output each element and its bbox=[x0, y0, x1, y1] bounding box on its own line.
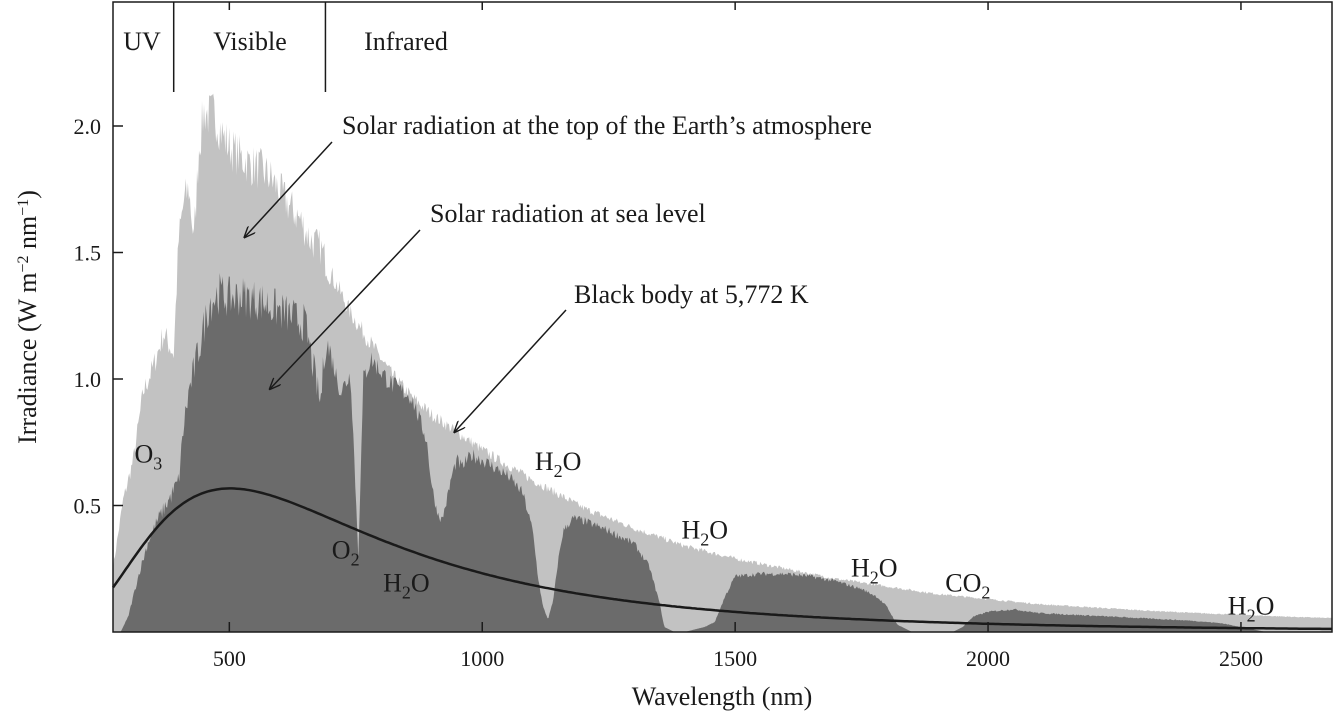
y-tick-label: 0.5 bbox=[74, 494, 102, 519]
spectral-regions: UV Visible Infrared bbox=[123, 2, 448, 92]
absorption-label-sub: 2 bbox=[402, 583, 411, 603]
absorption-label-sub: 2 bbox=[870, 567, 879, 587]
absorption-label-base: H bbox=[851, 553, 870, 582]
annotation-arrow bbox=[454, 309, 567, 432]
y-tick-label: 2.0 bbox=[74, 114, 102, 139]
plot-frame bbox=[112, 1, 1333, 633]
x-tick-label: 1500 bbox=[713, 646, 757, 671]
absorption-label-base: H bbox=[535, 447, 554, 476]
plot-border bbox=[112, 1, 1333, 633]
absorption-label-base: H bbox=[682, 515, 701, 544]
absorption-label-base: O bbox=[332, 536, 351, 565]
annotations: Solar radiation at the top of the Earth’… bbox=[245, 111, 872, 432]
absorption-label-base: O bbox=[135, 439, 154, 468]
absorption-label-post: O bbox=[879, 553, 898, 582]
y-axis-title-exp1: −2 bbox=[15, 256, 32, 273]
absorption-label-sub: 3 bbox=[153, 453, 162, 473]
absorption-label: H2O bbox=[1228, 591, 1275, 625]
absorption-label-sub: 2 bbox=[700, 529, 709, 549]
y-axis-title-mid: nm bbox=[13, 216, 42, 256]
axes: 500 1000 1500 2000 2500 0.5 1.0 1.5 2.0 bbox=[74, 2, 1263, 671]
annotation-label: Solar radiation at sea level bbox=[430, 199, 706, 228]
absorption-label: H2O bbox=[383, 569, 430, 603]
absorption-label-post: O bbox=[709, 515, 728, 544]
x-tick-label: 500 bbox=[213, 646, 246, 671]
absorption-label: H2O bbox=[851, 553, 898, 587]
absorption-label-post: O bbox=[563, 447, 582, 476]
absorption-label: O3 bbox=[135, 439, 163, 473]
absorption-label-sub: 2 bbox=[1247, 605, 1256, 625]
plot-area bbox=[111, 93, 1333, 633]
annotation-arrow bbox=[245, 141, 333, 237]
x-tick-label: 2500 bbox=[1219, 646, 1263, 671]
absorption-label-post: O bbox=[1256, 591, 1275, 620]
annotation-arrow bbox=[270, 229, 421, 389]
y-axis-title: Irradiance (W m−2 nm−1) bbox=[13, 190, 42, 444]
absorption-label-sub: 2 bbox=[981, 583, 990, 603]
absorption-label: O2 bbox=[332, 536, 360, 570]
absorption-label-post: O bbox=[411, 569, 430, 598]
y-axis-title-post: ) bbox=[13, 190, 42, 199]
y-tick-label: 1.0 bbox=[74, 367, 102, 392]
y-axis-title-exp2: −1 bbox=[15, 199, 32, 216]
x-tick-label: 1000 bbox=[460, 646, 504, 671]
absorption-label-base: H bbox=[383, 569, 402, 598]
annotation-label: Solar radiation at the top of the Earth’… bbox=[342, 111, 872, 140]
absorption-label: H2O bbox=[682, 515, 729, 549]
absorption-label: H2O bbox=[535, 447, 582, 481]
series-blackbody-line bbox=[111, 487, 1332, 631]
y-axis-title-pre: Irradiance (W m bbox=[13, 273, 42, 444]
series-sea-level-area bbox=[120, 273, 1333, 632]
region-label-visible: Visible bbox=[213, 27, 287, 56]
region-label-infrared: Infrared bbox=[364, 27, 448, 56]
absorption-label-sub: 2 bbox=[554, 461, 563, 481]
absorption-label-sub: 2 bbox=[351, 550, 360, 570]
absorption-label-base: CO bbox=[945, 569, 981, 598]
annotation-label: Black body at 5,772 K bbox=[574, 280, 809, 309]
absorption-label-base: H bbox=[1228, 591, 1247, 620]
absorption-label: CO2 bbox=[945, 569, 990, 603]
x-axis-title: Wavelength (nm) bbox=[632, 682, 813, 711]
y-tick-label: 1.5 bbox=[74, 241, 102, 266]
x-tick-label: 2000 bbox=[966, 646, 1010, 671]
region-label-uv: UV bbox=[123, 27, 161, 56]
